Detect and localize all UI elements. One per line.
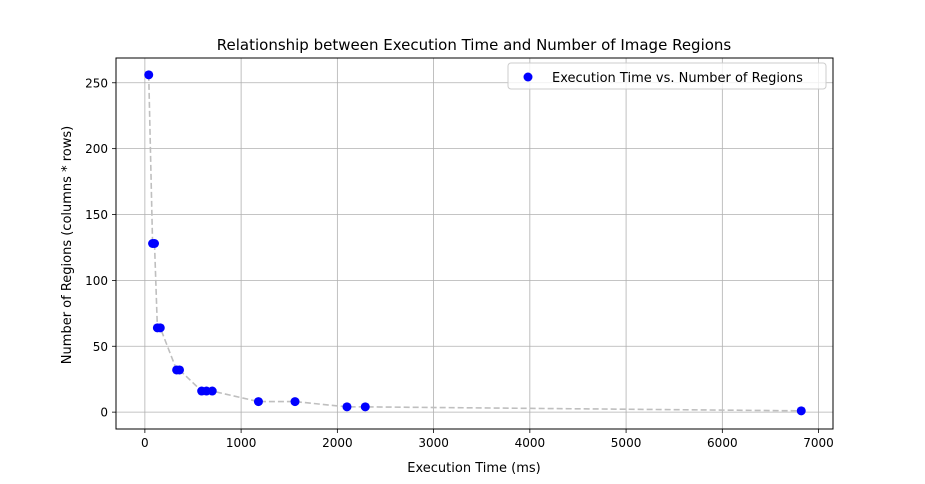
y-axis-ticks: 0 50 100 150 200 250 (85, 76, 116, 420)
x-tick-label: 7000 (803, 436, 834, 450)
x-tick-label: 2000 (322, 436, 353, 450)
y-tick-label: 250 (85, 76, 108, 90)
data-point (360, 402, 370, 412)
legend-entry-label: Execution Time vs. Number of Regions (552, 71, 803, 86)
x-tick-label: 4000 (515, 436, 546, 450)
data-point (253, 397, 263, 407)
x-tick-label: 3000 (418, 436, 449, 450)
y-tick-label: 200 (85, 142, 108, 156)
series-line (147, 74, 802, 412)
y-axis-label: Number of Regions (columns * rows) (60, 126, 75, 364)
x-axis-ticks: 0 1000 2000 3000 4000 5000 6000 7000 (141, 429, 834, 450)
data-point (149, 239, 159, 248)
data-point (290, 397, 300, 407)
grid (116, 58, 833, 429)
legend-box (507, 62, 827, 90)
x-axis-label: Execution Time (ms) (407, 461, 540, 476)
data-point (175, 365, 185, 375)
y-tick-label: 100 (85, 274, 108, 288)
chart-title: Relationship between Execution Time and … (217, 36, 732, 54)
y-tick-label: 0 (100, 406, 108, 420)
data-point (796, 406, 806, 416)
plot-frame (115, 57, 834, 430)
data-point (144, 70, 154, 80)
legend: Execution Time vs. Number of Regions (507, 62, 827, 90)
data-points (144, 70, 806, 416)
y-tick-label: 150 (85, 208, 108, 222)
data-point (155, 323, 165, 333)
connector-line (147, 74, 802, 412)
legend-marker (523, 72, 533, 82)
data-point (342, 402, 352, 412)
x-tick-label: 0 (141, 436, 149, 450)
x-tick-label: 1000 (226, 436, 257, 450)
data-point (207, 386, 217, 396)
y-tick-label: 50 (93, 340, 108, 354)
x-tick-label: 5000 (611, 436, 642, 450)
x-tick-label: 6000 (707, 436, 738, 450)
